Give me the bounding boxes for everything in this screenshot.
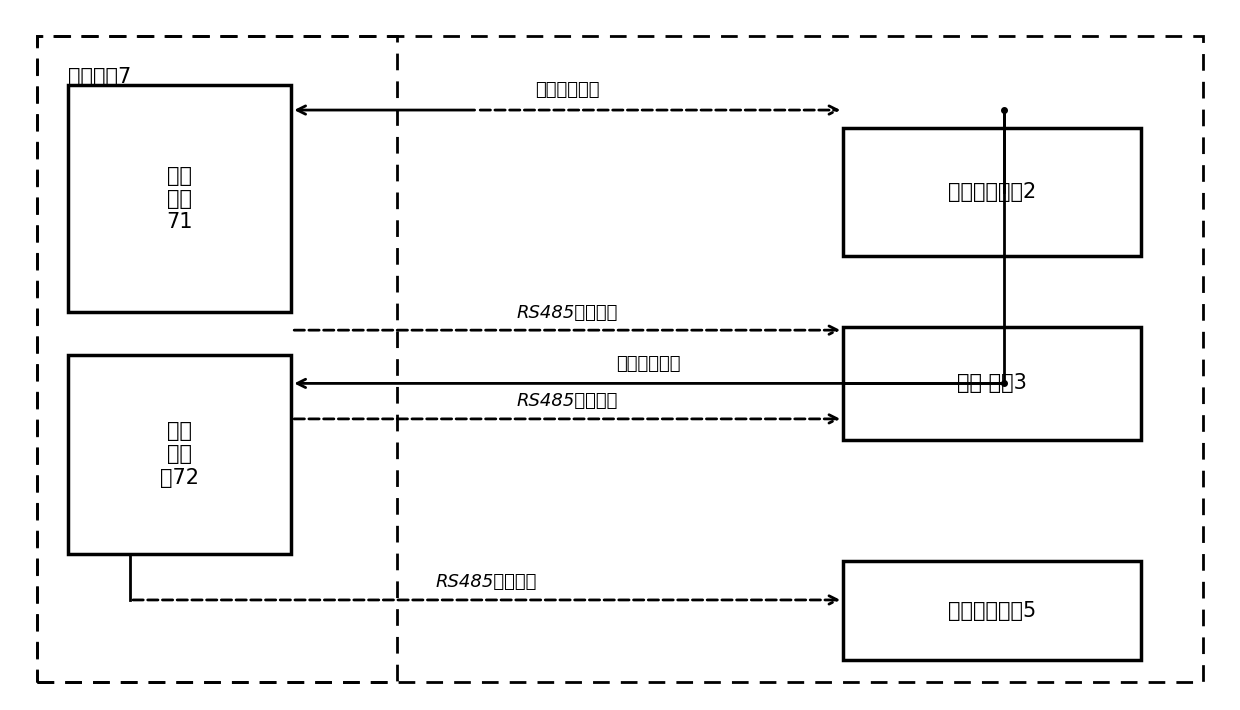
Text: 实时传输视频: 实时传输视频	[534, 82, 600, 99]
Text: 可见光摄像机2: 可见光摄像机2	[947, 182, 1037, 202]
Text: 测距 系统3: 测距 系统3	[957, 373, 1027, 393]
Text: 二维旋转机构5: 二维旋转机构5	[947, 601, 1037, 621]
Text: RS485控制信号: RS485控制信号	[436, 574, 537, 591]
FancyBboxPatch shape	[843, 128, 1141, 256]
FancyBboxPatch shape	[843, 327, 1141, 440]
FancyBboxPatch shape	[68, 355, 291, 554]
FancyBboxPatch shape	[843, 561, 1141, 660]
Text: RS485控制信号: RS485控制信号	[517, 393, 618, 410]
Text: RS485控制信号: RS485控制信号	[517, 304, 618, 322]
FancyBboxPatch shape	[68, 85, 291, 312]
Text: 显控终端7: 显控终端7	[68, 67, 131, 87]
Text: 显示
终端
71: 显示 终端 71	[166, 165, 193, 232]
Text: 控制
操纵
器72: 控制 操纵 器72	[160, 421, 200, 488]
Text: 传输距离参数: 传输距离参数	[615, 355, 681, 373]
